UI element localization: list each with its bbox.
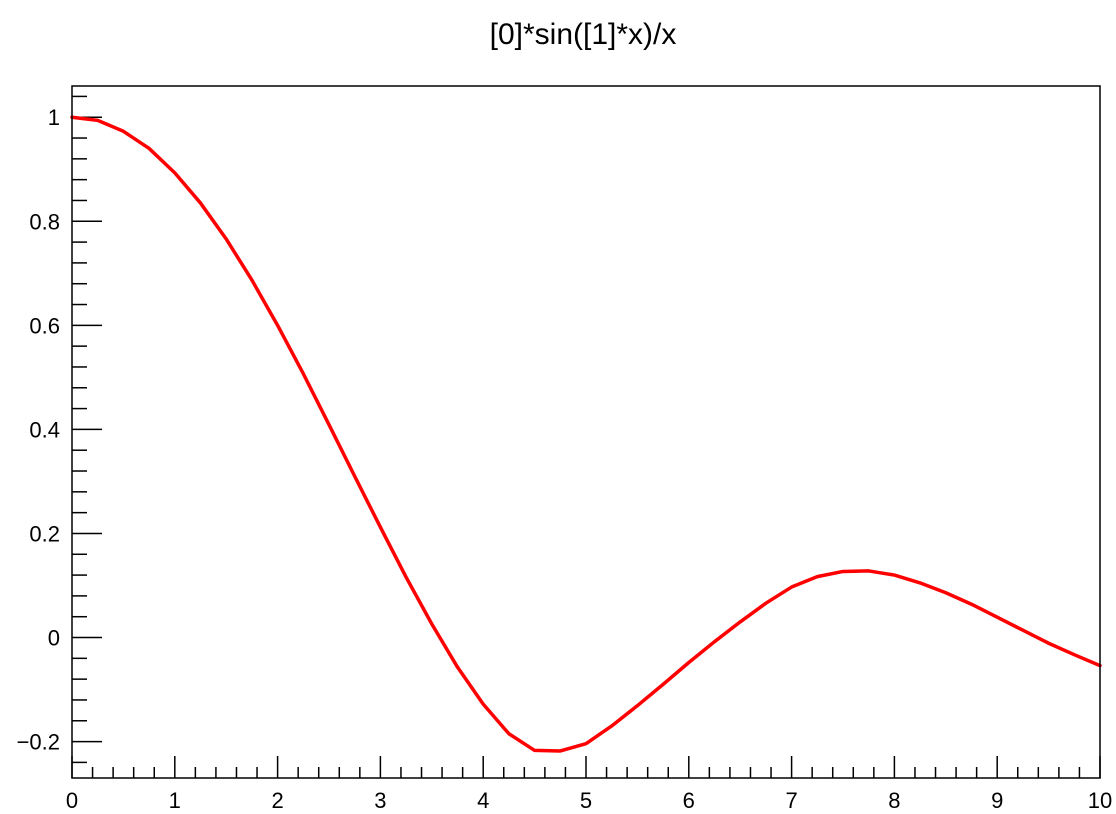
y-tick-label: 1 [48, 105, 60, 130]
y-tick-label: 0.4 [29, 417, 60, 442]
x-tick-label: 8 [888, 788, 900, 813]
x-tick-label: 0 [66, 788, 78, 813]
x-tick-label: 4 [477, 788, 489, 813]
y-tick-label: 0.8 [29, 209, 60, 234]
x-tick-label: 6 [683, 788, 695, 813]
x-tick-label: 10 [1088, 788, 1112, 813]
x-tick-label: 2 [271, 788, 283, 813]
x-tick-label: 9 [991, 788, 1003, 813]
x-tick-label: 1 [169, 788, 181, 813]
chart-title: [0]*sin([1]*x)/x [490, 18, 677, 51]
plot-area [70, 115, 1102, 753]
axes: 0 1 2 3 4 5 6 7 8 9 10 −0.2 0 0.2 0.4 0.6 0.8 1 [17, 95, 1112, 813]
y-tick-label: 0.2 [29, 521, 60, 546]
x-tick-label: 3 [374, 788, 386, 813]
y-tick-label: −0.2 [17, 730, 60, 755]
plot-frame [71, 85, 1101, 779]
y-tick-label: 0 [48, 626, 60, 651]
series-line [70, 115, 1102, 753]
x-tick-label: 5 [580, 788, 592, 813]
x-tick-label: 7 [785, 788, 797, 813]
y-tick-label: 0.6 [29, 313, 60, 338]
